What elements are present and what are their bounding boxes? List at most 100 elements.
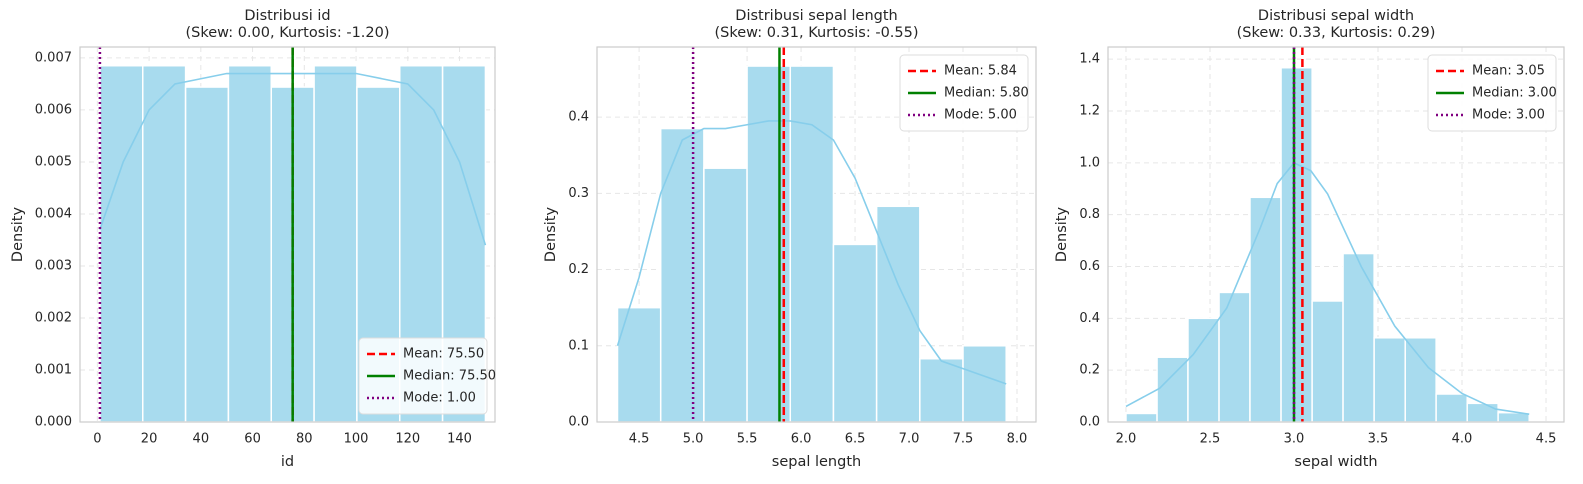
x-tick-label: 7.0 xyxy=(899,432,920,447)
y-tick-label: 0.6 xyxy=(1079,259,1100,274)
legend-label: Median: 5.80 xyxy=(944,86,1029,101)
y-tick-label: 1.4 xyxy=(1079,52,1100,67)
bar xyxy=(1373,337,1406,423)
x-tick-label: 20 xyxy=(141,432,158,447)
kde-line xyxy=(616,120,1007,385)
bar xyxy=(1249,196,1282,423)
y-tick-label: 0.003 xyxy=(35,258,72,273)
bar xyxy=(227,64,273,423)
bar xyxy=(789,65,835,423)
y-tick-label: 0.2 xyxy=(568,262,589,277)
x-axis-label: sepal length xyxy=(772,454,861,470)
bar xyxy=(313,64,358,423)
y-tick-label: 0.001 xyxy=(35,362,72,377)
y-axis-label: Density xyxy=(543,207,559,263)
x-tick-label: 4.5 xyxy=(1536,432,1557,447)
chart-subtitle: (Skew: 0.33, Kurtosis: 0.29) xyxy=(1237,25,1436,41)
x-tick-label: 0 xyxy=(93,432,101,447)
x-tick-label: 4.0 xyxy=(1452,432,1473,447)
y-tick-label: 0.1 xyxy=(568,338,589,353)
y-tick-label: 0.002 xyxy=(35,310,72,325)
chart-title: Distribusi sepal length xyxy=(735,8,897,24)
x-tick-label: 2.5 xyxy=(1200,432,1221,447)
x-axis-label: id xyxy=(281,454,294,470)
y-tick-label: 0.006 xyxy=(35,102,72,117)
legend: Mean: 3.05 Median: 3.00 Mode: 3.00 xyxy=(1427,54,1557,132)
bar xyxy=(1125,412,1158,423)
y-tick-label: 0.007 xyxy=(35,50,72,65)
plot-frame xyxy=(79,46,496,423)
bar xyxy=(659,127,705,423)
x-tick-label: 3.0 xyxy=(1284,432,1305,447)
bar xyxy=(919,357,964,423)
bar xyxy=(875,205,921,423)
legend-label: Mean: 3.05 xyxy=(1472,64,1545,79)
x-tick-label: 80 xyxy=(296,432,313,447)
x-tick-label: 60 xyxy=(244,432,261,447)
y-tick-label: 1.2 xyxy=(1079,104,1100,119)
plot-frame xyxy=(596,46,1037,423)
chart-title: Distribusi sepal width xyxy=(1258,8,1414,24)
kde-line xyxy=(1125,161,1530,416)
bar xyxy=(1435,393,1468,423)
x-tick-label: 3.5 xyxy=(1368,432,1389,447)
legend-label: Mode: 5.00 xyxy=(944,108,1017,123)
subplot: Distribusi sepal length(Skew: 0.31, Kurt… xyxy=(543,8,1037,470)
bar xyxy=(1466,402,1499,423)
kde-line xyxy=(99,72,487,246)
bar xyxy=(616,306,662,423)
y-tick-label: 0.4 xyxy=(1079,311,1100,326)
bar xyxy=(142,64,187,423)
y-axis-label: Density xyxy=(1054,207,1070,263)
y-axis-label: Density xyxy=(10,207,26,263)
x-tick-label: 5.0 xyxy=(683,432,704,447)
bar xyxy=(1404,337,1437,423)
x-tick-label: 100 xyxy=(344,432,369,447)
x-tick-label: 2.0 xyxy=(1116,432,1137,447)
legend-label: Mode: 3.00 xyxy=(1472,108,1545,123)
bar xyxy=(99,64,144,423)
chart-subtitle: (Skew: 0.31, Kurtosis: -0.55) xyxy=(714,25,918,41)
x-tick-label: 7.5 xyxy=(953,432,974,447)
x-tick-label: 4.5 xyxy=(629,432,650,447)
chart-subtitle: (Skew: 0.00, Kurtosis: -1.20) xyxy=(185,25,389,41)
x-tick-label: 6.5 xyxy=(845,432,866,447)
x-tick-label: 6.0 xyxy=(791,432,812,447)
bar xyxy=(1342,252,1375,423)
legend-label: Mean: 75.50 xyxy=(403,347,484,362)
bar xyxy=(184,86,230,423)
y-tick-label: 0.2 xyxy=(1079,363,1100,378)
legend-box xyxy=(1427,54,1557,132)
legend-label: Median: 3.00 xyxy=(1472,86,1557,101)
x-tick-label: 40 xyxy=(193,432,210,447)
y-tick-label: 0.8 xyxy=(1079,207,1100,222)
chart-title: Distribusi id xyxy=(244,8,330,24)
bar xyxy=(1280,66,1313,423)
bar xyxy=(1187,317,1220,423)
bar xyxy=(962,345,1007,423)
subplot: Distribusi id(Skew: 0.00, Kurtosis: -1.2… xyxy=(10,8,496,470)
legend-label: Mode: 1.00 xyxy=(403,391,476,406)
y-tick-label: 0.0 xyxy=(568,415,589,430)
y-tick-label: 0.000 xyxy=(35,415,72,430)
y-tick-label: 1.0 xyxy=(1079,155,1100,170)
x-tick-label: 120 xyxy=(395,432,420,447)
bar xyxy=(703,167,748,423)
legend-label: Median: 75.50 xyxy=(403,369,496,384)
x-tick-label: 140 xyxy=(447,432,472,447)
x-tick-label: 8.0 xyxy=(1007,432,1028,447)
legend-box xyxy=(899,54,1029,132)
y-tick-label: 0.0 xyxy=(1079,415,1100,430)
y-tick-label: 0.3 xyxy=(568,186,589,201)
subplot: Distribusi sepal width(Skew: 0.33, Kurto… xyxy=(1054,8,1565,470)
y-tick-label: 0.4 xyxy=(568,110,589,125)
x-axis-label: sepal width xyxy=(1294,454,1377,470)
bar xyxy=(832,243,878,423)
bar xyxy=(1311,300,1344,423)
y-tick-label: 0.005 xyxy=(35,154,72,169)
plot-frame xyxy=(1107,46,1565,423)
y-tick-label: 0.004 xyxy=(35,206,72,221)
bar xyxy=(1156,356,1189,423)
legend-box xyxy=(358,337,488,415)
